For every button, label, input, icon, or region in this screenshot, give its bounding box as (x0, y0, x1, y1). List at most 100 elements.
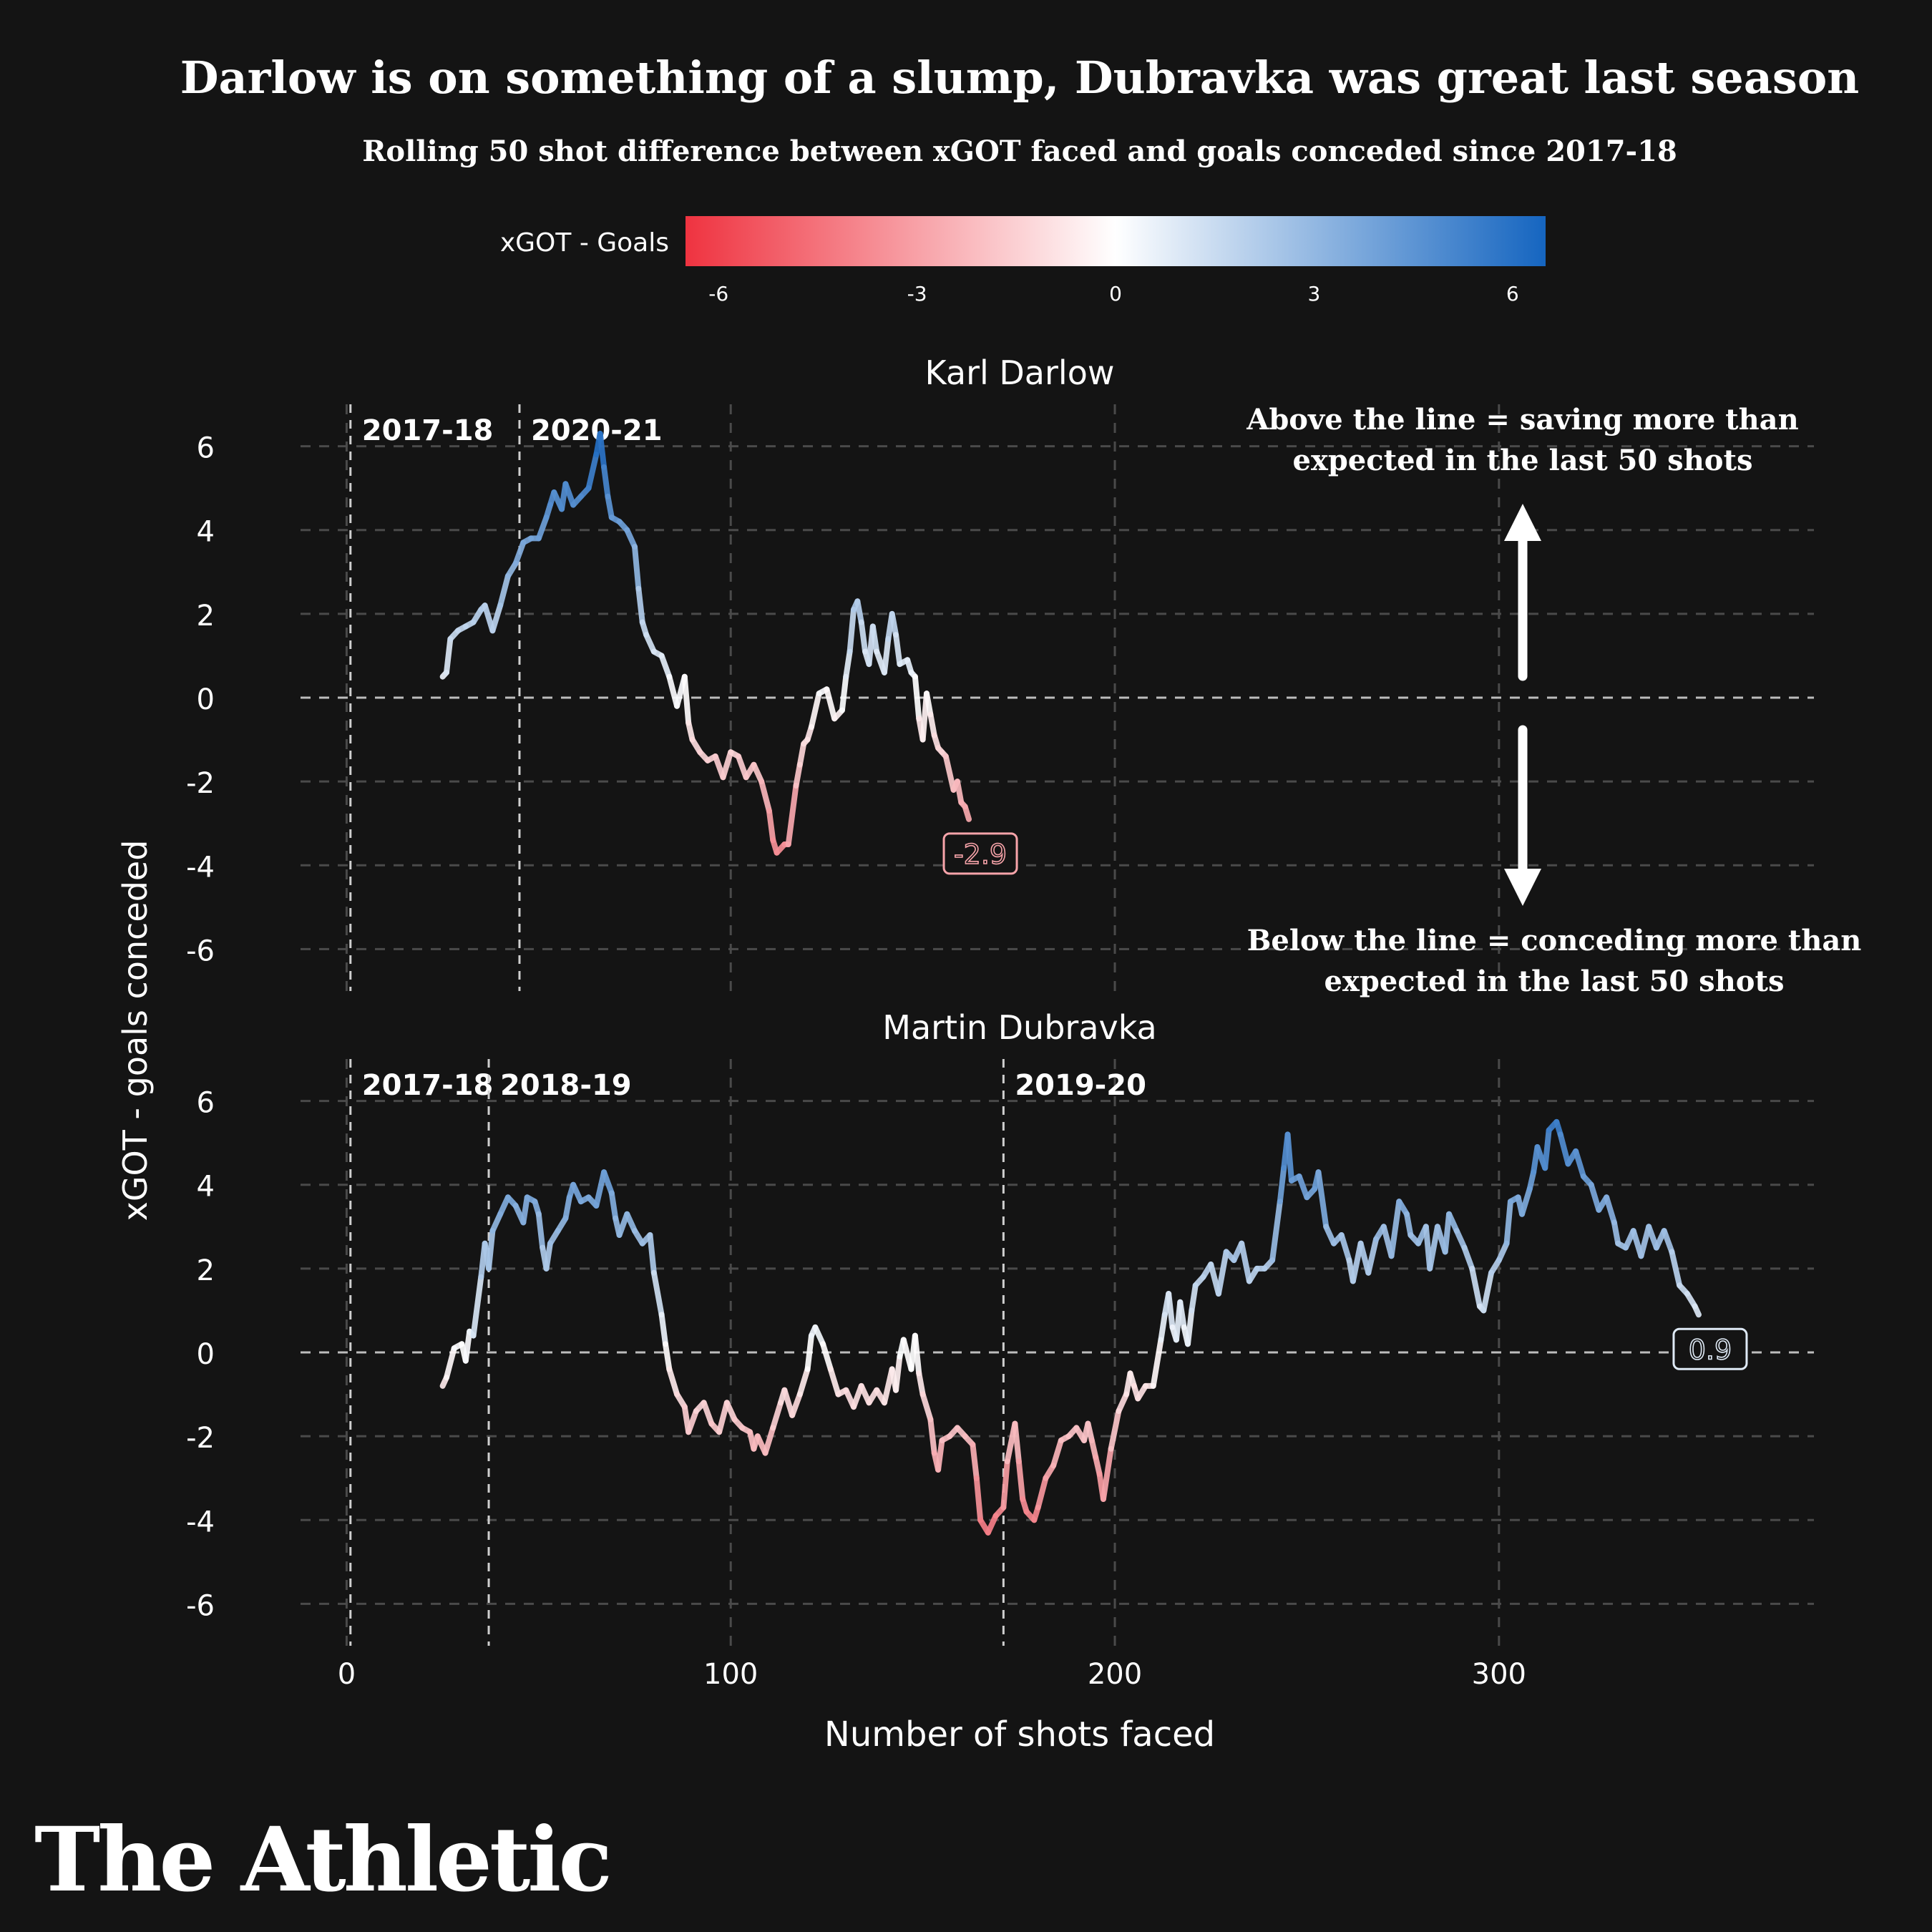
series-segment (758, 779, 772, 814)
x-tick-label: 200 (1088, 1658, 1142, 1691)
series-segment (443, 1345, 457, 1381)
series-segment (1239, 1240, 1252, 1284)
chart-subtitle: Rolling 50 shot difference between xGOT … (362, 135, 1677, 168)
annotation-above-line-2: expected in the last 50 shots (1293, 444, 1753, 477)
series-line (439, 1118, 1702, 1536)
series-segment (1542, 1127, 1552, 1171)
series-segment (1669, 1249, 1683, 1289)
series-segment (489, 1211, 504, 1234)
series-segment (916, 1370, 926, 1397)
series-segment (770, 1400, 784, 1431)
series-segment (543, 1240, 553, 1272)
series-segment (1526, 1169, 1537, 1192)
y-tick-label: 0 (197, 1338, 215, 1371)
y-tick-label: 4 (197, 1171, 215, 1204)
end-value-box (1672, 1327, 1748, 1370)
series-segment (1442, 1211, 1453, 1255)
annotation-above: Above the line = saving more than expect… (1246, 403, 1798, 477)
series-segment (1461, 1244, 1475, 1272)
series-segment (912, 673, 922, 722)
series-segment (824, 686, 838, 722)
series-segment (658, 1312, 668, 1347)
series-segment (1000, 1458, 1010, 1511)
series-segment (1093, 1454, 1103, 1477)
series-segment (1269, 1199, 1283, 1264)
series-segment (1503, 1199, 1513, 1246)
series-segment (919, 1391, 934, 1423)
series-segment (1085, 1420, 1095, 1443)
series-segment (1453, 1228, 1468, 1251)
x-tick-label: 100 (703, 1658, 758, 1691)
end-value-label: 0.9 (1689, 1334, 1732, 1365)
series-segment (666, 1366, 680, 1397)
series-segment (1496, 1240, 1510, 1264)
series-segment (497, 573, 511, 609)
series-segment (1403, 1211, 1414, 1238)
series-segment (562, 481, 577, 508)
series-segment (593, 1169, 608, 1209)
series-segment (1692, 1303, 1702, 1318)
series-segment (858, 619, 869, 655)
series-segment (1284, 1131, 1294, 1184)
y-tick-label: -6 (186, 935, 215, 967)
series-segment (1100, 1445, 1114, 1502)
series-segment (1604, 1194, 1617, 1226)
series-segment (793, 761, 803, 789)
series-segment (632, 544, 642, 592)
series-segment (686, 1408, 699, 1435)
annotation-below: Below the line = conceding more than exp… (1247, 924, 1862, 998)
series-segment (570, 1181, 584, 1205)
series-segment (1108, 1408, 1122, 1452)
series-segment (489, 602, 504, 634)
series-segment (1611, 1219, 1621, 1246)
series-segment (470, 1274, 484, 1339)
series-segment (762, 1425, 776, 1456)
series-segment (923, 691, 934, 718)
x-axis-label: Number of shots faced (824, 1714, 1215, 1755)
annotation-below-line-2: expected in the last 50 shots (1324, 965, 1785, 998)
series-segment (681, 673, 692, 726)
x-axis-ticks: 0 100 200 300 (338, 1658, 1526, 1691)
series-segment (893, 1353, 903, 1393)
series-segment (881, 636, 892, 675)
series-segment (701, 1400, 715, 1427)
series-segment (789, 1391, 803, 1418)
series-segment (1158, 1312, 1168, 1343)
series-segment (601, 464, 611, 499)
series-segment (1088, 1438, 1099, 1460)
legend-label: xGOT - Goals (500, 228, 669, 258)
series-segment (970, 1441, 980, 1481)
series-segment (1388, 1199, 1402, 1259)
series-segment (650, 1269, 665, 1318)
series-segment (585, 452, 600, 492)
series-segment (601, 1169, 615, 1196)
season-label: 2017-18 (362, 1069, 494, 1102)
panel-2: Martin Dubravka 6 4 2 0 -2 -4 -6 2017-18 2018-19 2… (186, 1008, 1814, 1646)
series-segment (658, 653, 673, 680)
series-segment (1050, 1438, 1064, 1469)
y-tick-label: 6 (197, 432, 215, 465)
series-segment (912, 1332, 922, 1377)
legend-tick-label: 3 (1307, 282, 1320, 306)
series-segment (716, 1400, 730, 1435)
series-segment (1035, 1475, 1049, 1511)
series-segment (462, 1328, 473, 1364)
series-segment (1177, 1299, 1187, 1330)
series-segment (562, 1194, 572, 1221)
series-segment (735, 753, 749, 781)
brand-wordmark: The Athletic (34, 1808, 610, 1912)
series-segment (1012, 1420, 1022, 1465)
series-segment (597, 431, 608, 470)
series-segment (820, 1341, 834, 1372)
panel-title: Karl Darlow (925, 353, 1115, 392)
legend-tick-label: 0 (1109, 282, 1122, 306)
x-tick-label: 300 (1472, 1658, 1526, 1691)
series-segment (942, 753, 957, 793)
y-tick-label: 6 (197, 1087, 215, 1120)
series-segment (662, 1341, 673, 1372)
series-segment (647, 1232, 657, 1276)
series-segment (686, 720, 696, 743)
series-segment (1519, 1186, 1533, 1217)
